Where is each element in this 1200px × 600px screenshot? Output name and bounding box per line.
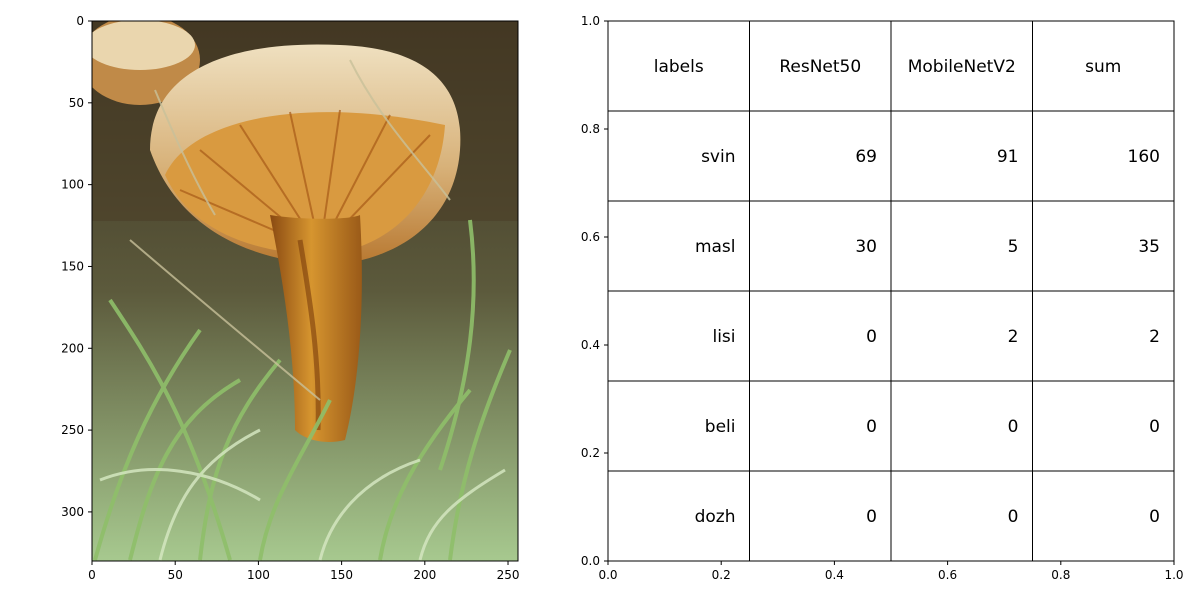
table-cell-value: 2 <box>1149 327 1160 347</box>
table-cell <box>749 110 892 202</box>
mushroom-photo <box>92 21 518 561</box>
table-cell-value: 0 <box>1008 417 1019 437</box>
left-y-tick-label: 100 <box>61 178 84 192</box>
right-y-tick-label: 0.8 <box>581 122 600 136</box>
table-cell <box>749 380 892 472</box>
table-cell <box>1032 110 1175 202</box>
table-cell <box>890 290 1033 382</box>
table-header-label: labels <box>654 57 704 77</box>
table-cell-value: 35 <box>1138 237 1160 257</box>
left-y-axis: 0 50 100 150 200 250 300 <box>61 14 92 519</box>
table-cell-value: 0 <box>1008 507 1019 527</box>
table-cell-value: lisi <box>712 327 735 347</box>
table-header-cell <box>1032 20 1175 112</box>
table-cell-value: 0 <box>866 327 877 347</box>
table-cell-value: 0 <box>1149 507 1160 527</box>
table-header-cell <box>890 20 1033 112</box>
table-cell-value: 30 <box>855 237 877 257</box>
table-cell <box>749 290 892 382</box>
right-y-tick-label: 0.4 <box>581 338 600 352</box>
right-x-tick-label: 0.0 <box>598 568 617 582</box>
left-y-tick-label: 200 <box>61 341 84 355</box>
table-header-cell <box>749 20 892 112</box>
table-cell-value: 2 <box>1008 327 1019 347</box>
table-cell <box>607 200 750 292</box>
right-y-tick-label: 1.0 <box>581 14 600 28</box>
table-cell-value: masl <box>695 237 736 257</box>
right-x-axis: 0.0 0.2 0.4 0.6 0.8 1.0 <box>598 561 1184 582</box>
table-cell <box>1032 470 1175 562</box>
left-y-tick-label: 300 <box>61 505 84 519</box>
table-cell <box>607 380 750 472</box>
table-header-label: sum <box>1085 57 1121 77</box>
table-cell <box>1032 380 1175 472</box>
left-x-axis: 0 50 100 150 200 250 <box>88 561 519 582</box>
table-cell-value: 0 <box>866 507 877 527</box>
table-cell <box>607 290 750 382</box>
left-y-tick-label: 250 <box>61 423 84 437</box>
right-y-axis: 0.0 0.2 0.4 0.6 0.8 1.0 <box>581 14 608 568</box>
right-x-tick-label: 0.6 <box>938 568 957 582</box>
table-cell-value: 0 <box>866 417 877 437</box>
table-header-label: ResNet50 <box>779 57 861 77</box>
left-x-tick-label: 200 <box>413 568 436 582</box>
table-header-label: MobileNetV2 <box>908 57 1016 77</box>
left-x-tick-label: 100 <box>247 568 270 582</box>
left-y-tick-label: 150 <box>61 259 84 273</box>
table-cell <box>890 200 1033 292</box>
table-cell <box>749 200 892 292</box>
photo-panel: 0 50 100 150 200 250 0 50 100 150 200 250 300 <box>61 14 519 582</box>
table-cell-value: 160 <box>1128 147 1160 167</box>
table-cell-value: dozh <box>695 507 736 527</box>
left-x-tick-label: 150 <box>330 568 353 582</box>
right-y-tick-label: 0.2 <box>581 446 600 460</box>
table-panel: labels ResNet50 MobileNetV2 sum svin 69 91 160 m… <box>581 14 1184 582</box>
table-cell-value: 91 <box>997 147 1019 167</box>
right-x-tick-label: 0.4 <box>825 568 844 582</box>
table-cell <box>890 470 1033 562</box>
table-cell <box>890 110 1033 202</box>
table-axes-frame <box>607 20 1175 562</box>
table-cell-value: beli <box>705 417 736 437</box>
right-x-tick-label: 0.2 <box>712 568 731 582</box>
right-y-tick-label: 0.6 <box>581 230 600 244</box>
left-x-tick-label: 250 <box>497 568 520 582</box>
table-cell <box>890 380 1033 472</box>
left-x-tick-label: 0 <box>88 568 96 582</box>
table-cell-value: 0 <box>1149 417 1160 437</box>
left-y-tick-label: 50 <box>69 96 84 110</box>
table-header-cell <box>607 20 750 112</box>
table-cell-value: 5 <box>1008 237 1019 257</box>
right-y-tick-label: 0.0 <box>581 554 600 568</box>
table-cell-value: 69 <box>855 147 877 167</box>
table-cell <box>1032 290 1175 382</box>
table-cell <box>1032 200 1175 292</box>
left-y-tick-label: 0 <box>76 14 84 28</box>
table-cell-value: svin <box>701 147 735 167</box>
right-x-tick-label: 1.0 <box>1164 568 1183 582</box>
table-grid: labels ResNet50 MobileNetV2 sum svin 69 91 160 m… <box>607 20 1175 562</box>
left-x-tick-label: 50 <box>168 568 183 582</box>
right-x-tick-label: 0.8 <box>1051 568 1070 582</box>
